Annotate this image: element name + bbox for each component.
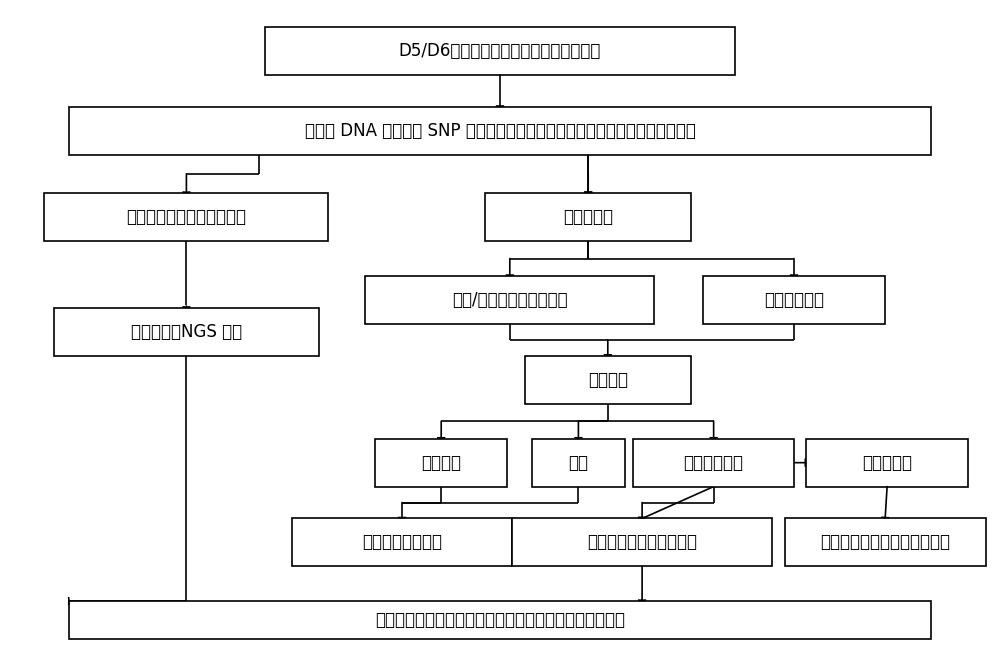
- Text: 流产: 流产: [568, 454, 588, 472]
- Text: 单基因致病或非整倍体胚胎: 单基因致病或非整倍体胚胎: [126, 208, 246, 226]
- Text: 将胚胎 DNA 全基因组 SNP 分型、检测分析模型分析（非整倍体和单体型分析）: 将胚胎 DNA 全基因组 SNP 分型、检测分析模型分析（非整倍体和单体型分析）: [305, 122, 695, 140]
- Bar: [44, 193, 328, 241]
- Text: 全胚裂解，NGS 验证: 全胚裂解，NGS 验证: [131, 323, 242, 341]
- Text: 整倍体胚胎: 整倍体胚胎: [563, 208, 613, 226]
- Bar: [785, 518, 986, 566]
- Bar: [54, 308, 319, 356]
- Bar: [265, 27, 735, 75]
- Bar: [532, 439, 625, 486]
- Text: 种植失败: 种植失败: [421, 454, 461, 472]
- Bar: [806, 439, 968, 486]
- Bar: [485, 193, 691, 241]
- Bar: [512, 518, 772, 566]
- Bar: [292, 518, 512, 566]
- Bar: [365, 276, 654, 324]
- Text: 非携带型胚胎: 非携带型胚胎: [764, 291, 824, 309]
- Text: 妊娠至中孕期: 妊娠至中孕期: [684, 454, 744, 472]
- Text: 羊水穿刺染色体核型检查: 羊水穿刺染色体核型检查: [587, 533, 697, 551]
- Text: 妊娠至足月: 妊娠至足月: [862, 454, 912, 472]
- Bar: [69, 107, 931, 155]
- Text: 流产物染色体检查: 流产物染色体检查: [362, 533, 442, 551]
- Bar: [524, 356, 691, 404]
- Text: 对分析模型的有效性进行评估（包括灵敏度、特异度等）: 对分析模型的有效性进行评估（包括灵敏度、特异度等）: [375, 611, 625, 630]
- Bar: [69, 601, 931, 639]
- Bar: [633, 439, 794, 486]
- Text: 随访新生儿体重、有无畸形等: 随访新生儿体重、有无畸形等: [820, 533, 950, 551]
- Text: 基因/结构异常携带型胚胎: 基因/结构异常携带型胚胎: [452, 291, 568, 309]
- Bar: [375, 439, 507, 486]
- Bar: [703, 276, 885, 324]
- Text: D5/D6囊胚活检，胚胎细胞全基因组扩增: D5/D6囊胚活检，胚胎细胞全基因组扩增: [399, 42, 601, 60]
- Text: 胚胎移植: 胚胎移植: [588, 370, 628, 389]
